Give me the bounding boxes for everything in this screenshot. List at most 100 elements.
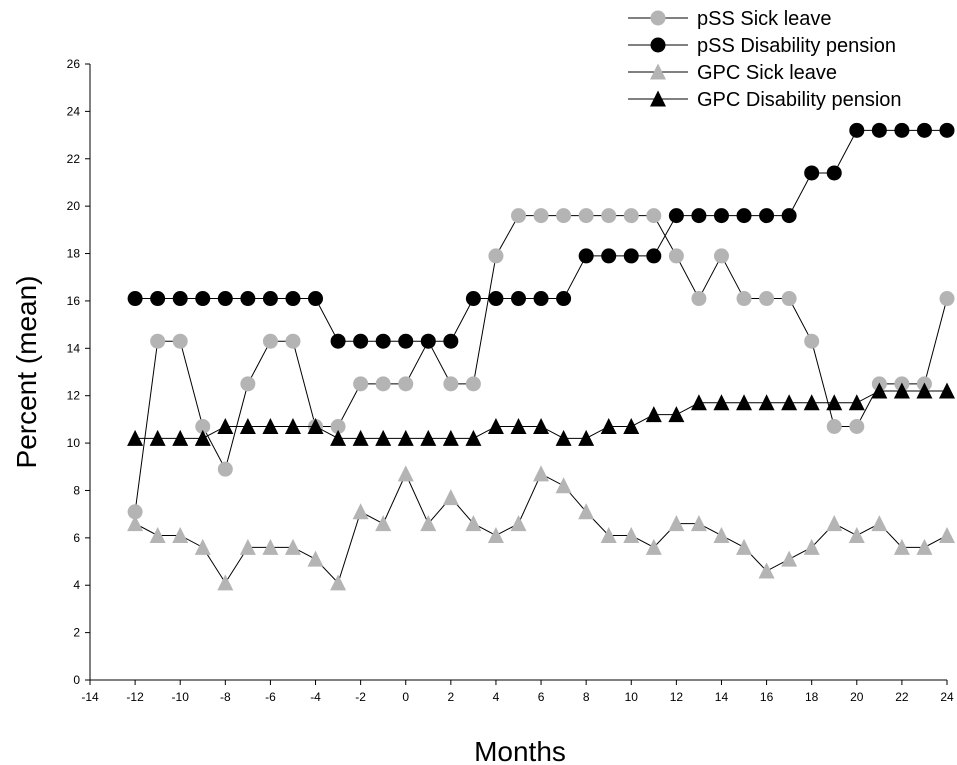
x-axis-title: Months: [474, 736, 566, 765]
data-point: [736, 291, 752, 307]
data-point: [578, 503, 595, 520]
data-point: [194, 429, 211, 446]
data-point: [758, 562, 775, 579]
data-point: [555, 429, 572, 446]
data-point: [849, 418, 865, 434]
x-tick-label: -4: [310, 690, 321, 704]
data-point: [172, 429, 189, 446]
data-point: [262, 417, 279, 434]
y-tick-label: 4: [73, 578, 80, 592]
data-point: [511, 208, 526, 224]
data-point: [691, 291, 707, 307]
legend-label: GPC Disability pension: [697, 89, 902, 111]
data-point: [353, 376, 369, 392]
x-tick-label: 24: [940, 690, 954, 704]
data-point: [556, 291, 572, 307]
data-point: [149, 526, 166, 543]
data-point: [172, 333, 188, 349]
x-tick-label: 8: [583, 690, 590, 704]
data-point: [150, 333, 166, 349]
y-tick-label: 14: [67, 341, 81, 355]
legend-item: GPC Disability pension: [628, 89, 902, 111]
axes: [89, 64, 947, 681]
data-point: [307, 550, 324, 567]
data-point: [804, 165, 820, 181]
data-point: [758, 394, 775, 411]
plot-area: [127, 122, 955, 591]
data-point: [939, 291, 955, 307]
legend-label: pSS Sick leave: [697, 8, 832, 30]
y-tick-label: 18: [67, 247, 81, 261]
data-point: [262, 333, 278, 349]
x-tick-label: -8: [220, 690, 231, 704]
data-point: [646, 208, 662, 224]
data-point: [555, 477, 572, 494]
series-line: [134, 472, 948, 584]
data-point: [691, 208, 707, 224]
x-tick-label: 6: [538, 690, 545, 704]
data-point: [239, 417, 256, 434]
data-point: [803, 394, 820, 411]
data-point: [284, 538, 301, 555]
data-point: [195, 291, 211, 307]
data-point: [262, 291, 278, 307]
data-point: [533, 417, 550, 434]
legend-item: GPC Sick leave: [628, 62, 837, 84]
data-point: [465, 429, 482, 446]
data-point: [916, 122, 932, 138]
data-point: [916, 382, 933, 399]
data-point: [330, 574, 347, 591]
data-point: [488, 248, 504, 264]
data-point: [375, 333, 391, 349]
y-tick-label: 2: [73, 626, 80, 640]
data-point: [668, 515, 685, 532]
legend-marker: [650, 90, 666, 107]
legend-marker: [650, 63, 666, 80]
legend-label: GPC Sick leave: [697, 62, 837, 84]
data-point: [556, 208, 572, 224]
data-point: [646, 248, 662, 264]
legend-label: pSS Disability pension: [697, 35, 896, 57]
y-axis-title: Percent (mean): [11, 276, 42, 469]
data-point: [848, 394, 865, 411]
data-point: [465, 515, 482, 532]
data-point: [713, 248, 729, 264]
data-point: [465, 291, 481, 307]
data-point: [645, 538, 662, 555]
data-point: [127, 429, 144, 446]
legend-marker: [650, 37, 666, 53]
series-3: [127, 382, 955, 446]
data-point: [623, 526, 640, 543]
data-point: [533, 208, 549, 224]
series-line: [135, 129, 947, 342]
y-tick-label: 24: [67, 104, 81, 118]
data-point: [442, 429, 459, 446]
data-point: [893, 538, 910, 555]
data-point: [240, 376, 256, 392]
data-point: [894, 122, 910, 138]
data-point: [352, 503, 369, 520]
x-tick-label: 2: [447, 690, 454, 704]
data-point: [848, 526, 865, 543]
series-1: [127, 122, 955, 349]
data-point: [759, 291, 775, 307]
data-point: [781, 208, 797, 224]
x-tick-label: 14: [715, 690, 729, 704]
data-point: [420, 429, 437, 446]
data-point: [465, 376, 481, 392]
data-point: [939, 122, 955, 138]
data-point: [849, 122, 865, 138]
data-point: [668, 248, 684, 264]
data-point: [487, 526, 504, 543]
data-point: [307, 417, 324, 434]
x-tick-label: 0: [402, 690, 409, 704]
data-point: [262, 538, 279, 555]
data-point: [736, 538, 753, 555]
series-2: [127, 465, 955, 591]
data-point: [172, 291, 188, 307]
data-point: [217, 417, 234, 434]
data-point: [127, 515, 144, 532]
data-point: [668, 406, 685, 423]
data-point: [172, 526, 189, 543]
